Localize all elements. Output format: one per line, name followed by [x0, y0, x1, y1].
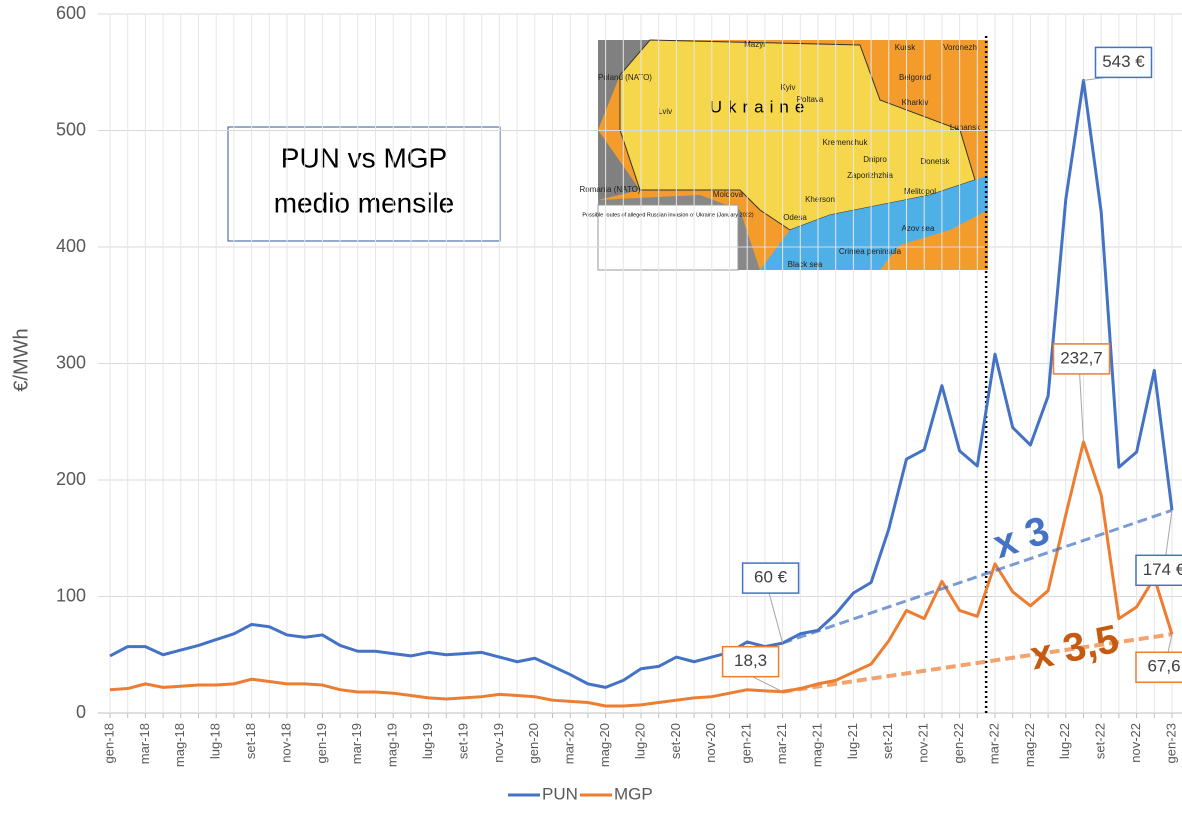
- x-tick-label: set-20: [668, 723, 683, 759]
- map-label: Kharkiv: [902, 98, 929, 107]
- x-tick-label: lug-21: [845, 723, 860, 759]
- x-tick-label: mag-20: [597, 723, 612, 767]
- map-west: [598, 40, 650, 130]
- map-label: Poland (NATO): [598, 73, 652, 82]
- series-line: [109, 78, 1174, 689]
- map-label: Crimea peninsula: [839, 247, 902, 256]
- x-tick-label: mar-19: [349, 723, 364, 764]
- map-label: Romania (NATO): [579, 185, 640, 194]
- map-label: Lviv: [658, 107, 672, 116]
- data-label: 543 €: [1102, 52, 1145, 71]
- map-label: Moldova: [713, 190, 744, 199]
- map-label: Ukraine: [710, 97, 811, 116]
- label-box: [721, 645, 780, 678]
- x-tick-label: mag-21: [809, 723, 824, 767]
- map-label: Mazyr: [744, 40, 766, 49]
- map-label: Donetsk: [920, 157, 950, 166]
- y-tick-label: 200: [56, 469, 86, 489]
- label-box: [1052, 343, 1111, 375]
- trend-line: [782, 508, 1173, 645]
- data-label: 67,6: [1147, 657, 1180, 676]
- x-tick-label: gen-23: [1163, 723, 1178, 763]
- x-tick-label: gen-20: [526, 723, 541, 763]
- x-tick-label: set-22: [1093, 723, 1108, 759]
- data-label: 60 €: [754, 568, 788, 587]
- map-caption: Possible routes of alleged Russian invas…: [582, 212, 753, 218]
- x-tick-label: nov-18: [278, 723, 293, 763]
- map-label: Black sea: [788, 260, 823, 269]
- map-label: Odesa: [783, 213, 807, 222]
- x-tick-label: set-21: [880, 723, 895, 759]
- x-tick-label: set-19: [455, 723, 470, 759]
- multiplier-annotation: x 3: [988, 508, 1054, 567]
- y-tick-label: 600: [56, 3, 86, 23]
- y-axis-label: €/MWh: [10, 328, 32, 391]
- map-label: Zaporizhzhia: [847, 171, 893, 180]
- map-label: Azov sea: [902, 224, 935, 233]
- x-tick-label: mag-18: [172, 723, 187, 767]
- x-tick-label: mag-22: [1022, 723, 1037, 767]
- map-label: Kherson: [805, 195, 835, 204]
- y-tick-label: 400: [56, 236, 86, 256]
- x-tick-label: lug-18: [208, 723, 223, 759]
- y-tick-label: 100: [56, 585, 86, 605]
- x-tick-label: lug-19: [420, 723, 435, 759]
- label-box: [1094, 46, 1153, 79]
- x-tick-label: nov-21: [916, 723, 931, 763]
- map-label: Kyiv: [780, 83, 795, 92]
- y-tick-label: 300: [56, 352, 86, 372]
- data-label: 232,7: [1060, 348, 1103, 367]
- x-tick-label: mar-22: [986, 723, 1001, 764]
- x-tick-label: mar-18: [137, 723, 152, 764]
- data-label: 174 €: [1143, 560, 1182, 579]
- multiplier-annotation: x 3,5: [1026, 617, 1122, 679]
- legend-label: MGP: [614, 784, 653, 803]
- label-box: [1135, 554, 1182, 587]
- label-leader: [1079, 371, 1084, 442]
- map-label: Melitopol: [904, 187, 936, 196]
- map-label: Kremenchuk: [823, 138, 869, 147]
- data-label: 18,3: [734, 651, 767, 670]
- trend-line: [782, 632, 1173, 694]
- x-tick-label: nov-20: [703, 723, 718, 763]
- x-tick-label: lug-22: [1057, 723, 1072, 759]
- x-tick-label: gen-22: [951, 723, 966, 763]
- x-tick-label: mar-21: [774, 723, 789, 764]
- y-tick-label: 0: [76, 702, 86, 722]
- x-tick-label: mar-20: [562, 723, 577, 764]
- chart-title: PUN vs MGP: [281, 142, 447, 173]
- map-sea: [760, 175, 988, 270]
- y-tick-label: 500: [56, 119, 86, 139]
- x-tick-label: gen-18: [101, 723, 116, 763]
- map-label: Dnipro: [863, 155, 887, 164]
- map-inset: Poland (NATO) Ukraine Kyiv Lviv Poltava Khark…: [579, 39, 988, 271]
- series-line: [109, 440, 1174, 708]
- x-tick-label: gen-21: [739, 723, 754, 763]
- map-label: Luhansk: [950, 123, 981, 132]
- label-leader: [768, 590, 784, 644]
- x-tick-label: mag-19: [385, 723, 400, 767]
- map-west: [598, 130, 640, 200]
- map-legend-box: [597, 204, 739, 271]
- map-label: Belgorod: [899, 73, 931, 82]
- title-box: [227, 126, 501, 242]
- label-leader: [748, 674, 783, 693]
- legend-label: PUN: [542, 784, 578, 803]
- map-label: Poltava: [797, 95, 824, 104]
- x-tick-label: nov-19: [491, 723, 506, 763]
- map-label: Kursk: [895, 43, 916, 52]
- chart-title: medio mensile: [274, 187, 455, 218]
- x-tick-label: nov-22: [1128, 723, 1143, 763]
- x-tick-label: lug-20: [632, 723, 647, 759]
- x-tick-label: set-18: [243, 723, 258, 759]
- label-box: [741, 562, 800, 594]
- x-tick-label: gen-19: [314, 723, 329, 763]
- label-box: [1135, 651, 1182, 683]
